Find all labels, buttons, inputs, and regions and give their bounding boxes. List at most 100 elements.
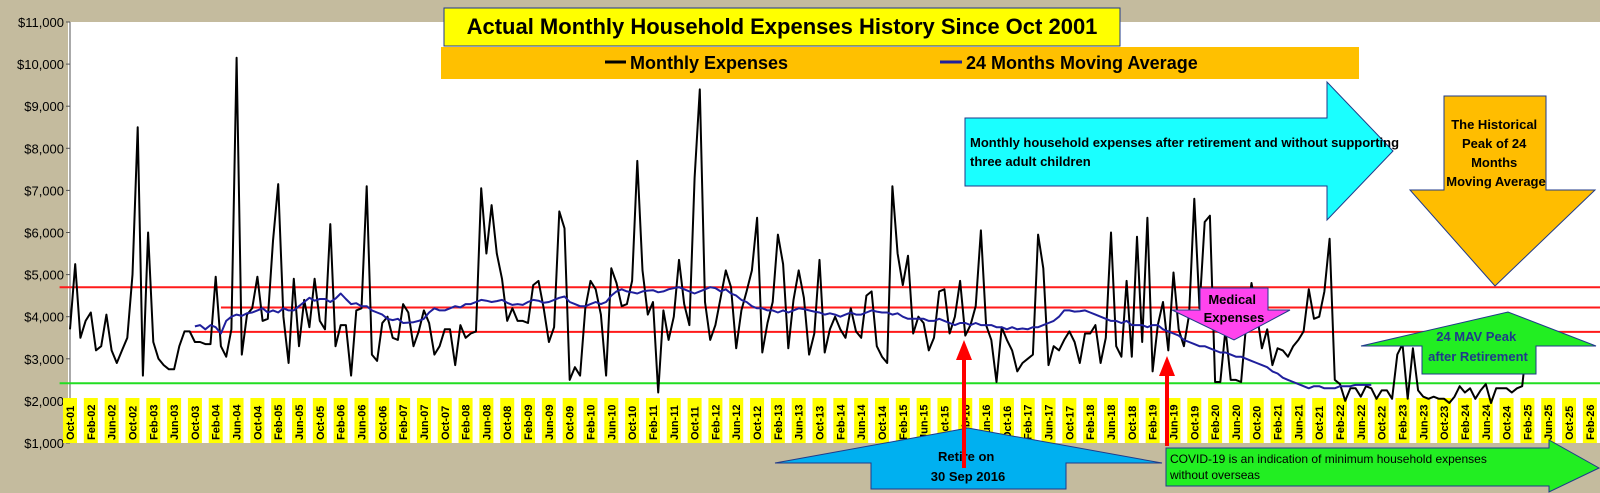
x-tick-label: Feb-05	[273, 405, 285, 440]
x-tick-label: Oct-09	[565, 406, 577, 440]
x-tick-label-bg	[354, 398, 369, 443]
x-tick-label: Feb-12	[710, 405, 722, 440]
x-tick-label-bg	[1582, 398, 1597, 443]
x-tick-label-bg	[625, 398, 640, 443]
x-tick-label: Jun-14	[856, 404, 868, 440]
x-tick-label: Feb-22	[1335, 405, 1347, 440]
x-tick-label-bg	[583, 398, 598, 443]
x-tick-label: Oct-18	[1127, 406, 1139, 440]
x-tick-label: Oct-14	[877, 405, 889, 440]
x-tick-label-bg	[1457, 398, 1472, 443]
x-tick-label: Feb-20	[1210, 405, 1222, 440]
x-tick-label-bg	[479, 398, 494, 443]
x-tick-label-bg	[104, 398, 119, 443]
series-24-month-moving-average	[194, 286, 1372, 390]
y-tick-label: $3,000	[24, 352, 64, 367]
x-tick-label: Feb-19	[1148, 405, 1160, 440]
x-tick-label: Jun-23	[1418, 405, 1430, 440]
x-tick-label-bg	[791, 398, 806, 443]
x-tick-label-bg	[1124, 398, 1139, 443]
y-tick-label: $2,000	[24, 394, 64, 409]
x-tick-label: Oct-23	[1439, 406, 1451, 440]
x-tick-label: Oct-04	[252, 405, 264, 440]
x-tick-label: Oct-01	[65, 406, 77, 440]
covid-arrow	[1165, 439, 1600, 493]
x-tick-label: Oct-10	[627, 406, 639, 440]
x-tick-label-bg	[458, 398, 473, 443]
x-tick-label: Jun-03	[169, 405, 181, 440]
x-tick-label: Feb-24	[1460, 404, 1472, 440]
x-tick-label: Feb-10	[586, 405, 598, 440]
x-tick-label-bg	[1270, 398, 1285, 443]
series-monthly-expenses	[69, 56, 1529, 404]
x-tick-label: Jun-18	[1106, 405, 1118, 440]
legend-band	[441, 47, 1359, 79]
x-tick-label: Oct-25	[1564, 406, 1576, 440]
x-tick-label-bg	[812, 398, 827, 443]
x-tick-label-bg	[999, 398, 1014, 443]
x-tick-label-bg	[1187, 398, 1202, 443]
x-tick-label-bg	[1520, 398, 1535, 443]
x-tick-label: Jun-22	[1356, 405, 1368, 440]
y-tick-label: $9,000	[24, 99, 64, 114]
x-tick-label-bg	[521, 398, 536, 443]
x-tick-label-bg	[229, 398, 244, 443]
x-tick-label-bg	[1353, 398, 1368, 443]
x-tick-label: Jun-08	[481, 405, 493, 440]
x-tick-label: Jun-15	[919, 405, 931, 440]
y-tick-label: $6,000	[24, 226, 64, 241]
x-tick-label: Oct-02	[127, 406, 139, 440]
mav-peak-arrow	[1360, 311, 1597, 375]
x-tick-label: Oct-12	[752, 406, 764, 440]
y-tick-label: $5,000	[24, 268, 64, 283]
x-tick-label-bg	[1374, 398, 1389, 443]
x-tick-label-bg	[1541, 398, 1556, 443]
x-tick-label-bg	[708, 398, 723, 443]
x-tick-label-bg	[312, 398, 327, 443]
x-tick-label-bg	[333, 398, 348, 443]
x-tick-label: Oct-24	[1502, 405, 1514, 440]
x-tick-label-bg	[1499, 398, 1514, 443]
historical-peak-arrow	[1408, 95, 1597, 287]
x-tick-label: Oct-20	[1252, 406, 1264, 440]
y-axis: $1,000 $2,000 $3,000 $4,000 $5,000 $6,000 $7,0…	[17, 15, 71, 451]
x-tick-label-bg	[292, 398, 307, 443]
x-tick-label-bg	[396, 398, 411, 443]
x-tick-label-bg	[1333, 398, 1348, 443]
x-tick-label: Oct-22	[1377, 406, 1389, 440]
legend-label-monthly: Monthly Expenses	[630, 53, 788, 73]
x-tick-label-bg	[1249, 398, 1264, 443]
x-tick-label-bg	[1208, 398, 1223, 443]
x-tick-label: Oct-05	[315, 406, 327, 440]
medical-expenses-annotation: Medical Expenses	[1204, 292, 1265, 325]
x-tick-label: Feb-07	[398, 405, 410, 440]
x-tick-label: Oct-07	[440, 406, 452, 440]
x-tick-label-bg	[1083, 398, 1098, 443]
x-tick-label: Oct-11	[690, 406, 702, 440]
x-tick-label-bg	[1478, 398, 1493, 443]
x-tick-label: Jun-13	[794, 405, 806, 440]
legend-label-mav: 24 Months Moving Average	[966, 53, 1198, 73]
x-tick-label: Feb-11	[648, 405, 660, 440]
plot-area	[68, 22, 1600, 443]
x-tick-label-bg	[375, 398, 390, 443]
x-tick-label-bg	[1416, 398, 1431, 443]
x-tick-label: Oct-16	[1002, 406, 1014, 440]
y-tick-label: $10,000	[17, 57, 64, 72]
x-tick-label: Feb-23	[1397, 405, 1409, 440]
x-tick-label-bg	[1145, 398, 1160, 443]
x-tick-label: Jun-04	[232, 404, 244, 440]
series-layer	[69, 56, 1529, 404]
x-tick-label: Feb-08	[461, 405, 473, 440]
x-tick-label: Feb-15	[898, 405, 910, 440]
x-tick-label: Jun-24	[1481, 404, 1493, 440]
x-tick-label: Feb-17	[1023, 405, 1035, 440]
covid-marker-arrow-head	[1159, 356, 1175, 376]
x-tick-label: Oct-19	[1189, 406, 1201, 440]
x-tick-label: Feb-21	[1273, 405, 1285, 440]
x-tick-label: Jun-02	[107, 405, 119, 440]
y-tick-label: $4,000	[24, 310, 64, 325]
x-tick-label-bg	[1020, 398, 1035, 443]
x-tick-label: Feb-25	[1522, 405, 1534, 440]
x-tick-label-bg	[854, 398, 869, 443]
